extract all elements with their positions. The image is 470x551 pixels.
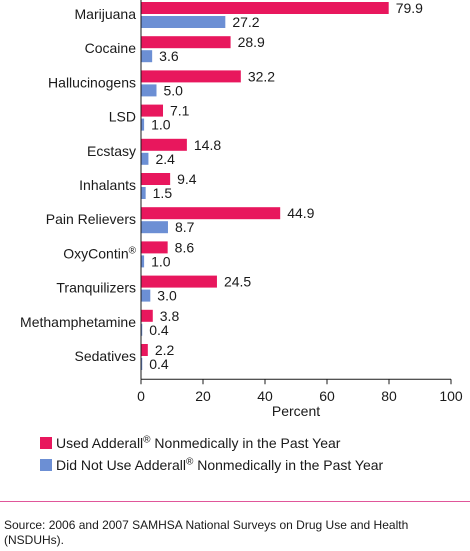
value-label-marijuana-not-used: 27.2 [232, 14, 259, 30]
value-label-marijuana-used: 79.9 [396, 0, 423, 16]
value-label-inhalants-used: 9.4 [177, 171, 197, 187]
x-tick-label-40: 40 [257, 388, 273, 404]
bar-hallucinogens-used [141, 70, 241, 82]
bar-pain-relievers-not-used [141, 221, 168, 233]
value-label-ecstasy-used: 14.8 [194, 137, 221, 153]
x-axis: 0 20 40 60 80 100 [137, 0, 463, 404]
value-label-pain-relievers-not-used: 8.7 [175, 219, 195, 235]
bar-marijuana-not-used [141, 16, 225, 28]
category-label-pain-relievers: Pain Relievers [46, 211, 136, 227]
value-label-cocaine-used: 28.9 [238, 34, 265, 50]
bar-pain-relievers-used [141, 207, 280, 219]
x-tick-label-0: 0 [137, 388, 145, 404]
value-label-sedatives-not-used: 0.4 [149, 356, 169, 372]
legend-label-used: Used Adderall® Nonmedically in the Past … [56, 432, 340, 454]
category-label-methamphetamine: Methamphetamine [20, 314, 136, 330]
bar-tranquilizers-not-used [141, 290, 150, 302]
category-labels: Marijuana Cocaine Hallucinogens LSD Ecstasy I… [20, 6, 137, 364]
x-tick-label-60: 60 [319, 388, 335, 404]
value-label-oxycontin-not-used: 1.0 [151, 253, 171, 269]
value-label-methamphetamine-not-used: 0.4 [149, 322, 169, 338]
source-note: Source: 2006 and 2007 SAMHSA National Su… [4, 518, 466, 548]
legend-swatch-used [40, 437, 52, 449]
bar-marijuana-used [141, 2, 389, 14]
value-label-ecstasy-not-used: 2.4 [155, 151, 175, 167]
divider [0, 501, 470, 502]
legend-item-not-used: Did Not Use Adderall® Nonmedically in th… [40, 454, 383, 476]
bar-chart: Marijuana Cocaine Hallucinogens LSD Ecstasy I… [0, 0, 470, 430]
category-label-sedatives: Sedatives [75, 348, 136, 364]
bar-oxycontin-used [141, 241, 168, 253]
category-label-cocaine: Cocaine [85, 40, 137, 56]
category-label-oxycontin: OxyContin® [63, 245, 136, 261]
category-label-tranquilizers: Tranquilizers [56, 280, 136, 296]
category-label-lsd: LSD [109, 109, 136, 125]
value-label-pain-relievers-used: 44.9 [287, 205, 314, 221]
bar-inhalants-used [141, 173, 170, 185]
category-label-marijuana: Marijuana [75, 6, 137, 22]
bar-tranquilizers-used [141, 276, 217, 288]
bar-lsd-used [141, 105, 163, 117]
legend-item-used: Used Adderall® Nonmedically in the Past … [40, 432, 383, 454]
bar-methamphetamine-used [141, 310, 153, 322]
value-labels: 79.927.228.93.632.25.07.11.014.82.49.41.… [149, 0, 423, 372]
value-label-lsd-used: 7.1 [170, 103, 190, 119]
bar-ecstasy-not-used [141, 153, 148, 165]
value-label-oxycontin-used: 8.6 [175, 239, 195, 255]
value-label-hallucinogens-used: 32.2 [248, 68, 275, 84]
value-label-inhalants-not-used: 1.5 [153, 185, 173, 201]
bar-sedatives-used [141, 344, 148, 356]
category-label-ecstasy: Ecstasy [87, 143, 136, 159]
value-label-cocaine-not-used: 3.6 [159, 48, 179, 64]
bar-cocaine-not-used [141, 50, 152, 62]
legend-swatch-not-used [40, 459, 52, 471]
category-label-hallucinogens: Hallucinogens [48, 74, 136, 90]
bar-hallucinogens-not-used [141, 84, 157, 96]
bar-ecstasy-used [141, 139, 187, 151]
legend-label-not-used: Did Not Use Adderall® Nonmedically in th… [56, 454, 383, 476]
category-label-inhalants: Inhalants [79, 177, 136, 193]
x-axis-title: Percent [272, 403, 320, 419]
x-tick-label-20: 20 [195, 388, 211, 404]
value-label-tranquilizers-not-used: 3.0 [157, 288, 177, 304]
legend: Used Adderall® Nonmedically in the Past … [40, 432, 383, 476]
x-tick-label-100: 100 [439, 388, 463, 404]
value-label-lsd-not-used: 1.0 [151, 117, 171, 133]
bar-inhalants-not-used [141, 187, 146, 199]
value-label-tranquilizers-used: 24.5 [224, 274, 251, 290]
bar-cocaine-used [141, 36, 231, 48]
value-label-hallucinogens-not-used: 5.0 [164, 82, 184, 98]
x-tick-label-80: 80 [381, 388, 397, 404]
